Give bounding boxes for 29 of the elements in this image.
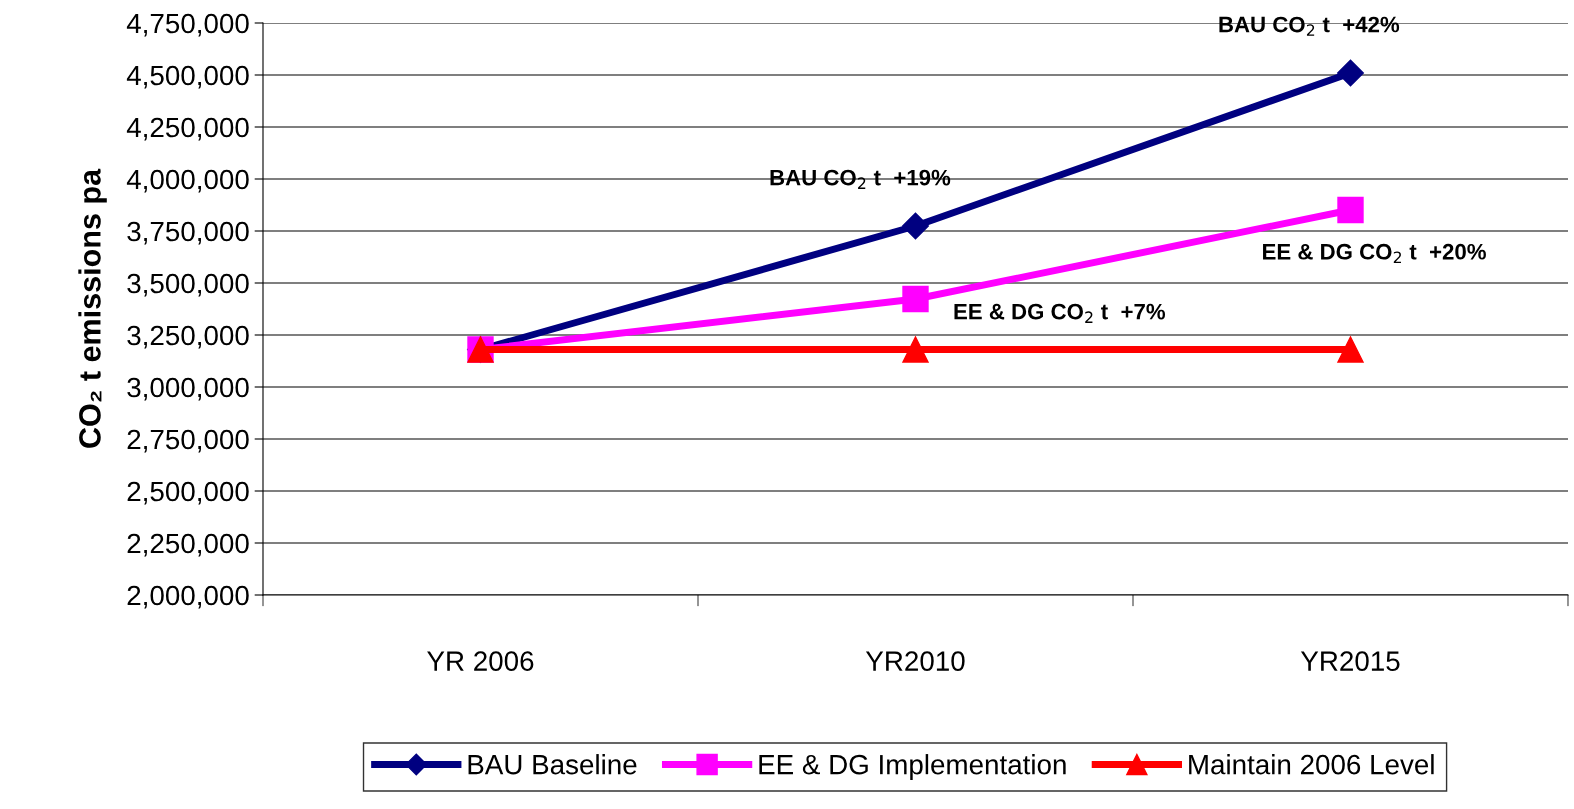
y-tick-label: 3,750,000 [127, 221, 249, 245]
y-tick-label: 4,000,000 [126, 169, 249, 193]
x-tick-label: YR 2006 [427, 651, 534, 671]
point [1337, 336, 1364, 363]
x-tick-label: YR2015 [1300, 651, 1400, 671]
y-tick-label: 3,500,000 [127, 273, 249, 297]
annotation: BAU CO$_{2}$ t +19% [770, 169, 951, 189]
annotation: EE & DG CO$_{2}$ t +7% [954, 303, 1166, 323]
y-tick-label: 2,250,000 [127, 533, 249, 557]
y-tick-label: 4,250,000 [126, 117, 249, 141]
legend-label: BAU Baseline [468, 754, 637, 775]
annotation: BAU CO$_{2}$ t +42% [1219, 16, 1400, 36]
legend-label: EE & DG Implementation [759, 754, 1066, 780]
point [902, 285, 929, 313]
annotation: EE & DG CO$_{2}$ t +20% [1263, 243, 1486, 264]
y-tick-label: 2,000,000 [127, 585, 249, 609]
point [902, 212, 929, 240]
x-tick-label: YR2010 [865, 651, 965, 671]
y-tick-label: 3,000,000 [127, 377, 249, 401]
y-axis-title: CO₂ t emissions pa [78, 168, 107, 448]
y-tick-label: 2,500,000 [127, 481, 249, 505]
y-tick-label: 2,750,000 [127, 429, 249, 453]
point [1337, 59, 1364, 87]
y-tick-label: 4,750,000 [126, 13, 249, 37]
point [902, 336, 929, 363]
y-tick-label: 4,500,000 [126, 65, 249, 89]
y-tick-label: 3,250,000 [127, 325, 249, 349]
legend-label: Maintain 2006 Level [1189, 754, 1434, 775]
point [1337, 196, 1364, 224]
